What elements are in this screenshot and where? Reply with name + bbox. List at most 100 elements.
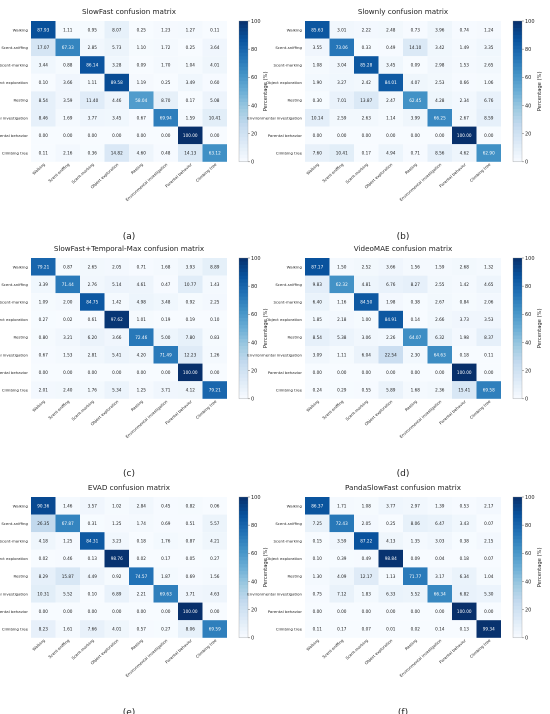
cell-value-label: 0.02 — [39, 556, 49, 561]
heatmap-cell — [427, 38, 452, 57]
heatmap-cell — [452, 532, 477, 550]
colorbar-segment — [239, 391, 248, 396]
cell-value-label: 4.94 — [386, 151, 396, 156]
heatmap-cell — [129, 126, 154, 145]
cell-value-label: 3.71 — [186, 591, 196, 596]
heatmap-cell — [55, 602, 80, 621]
colorbar-segment — [239, 31, 248, 36]
heatmap-cell — [178, 310, 203, 329]
heatmap-cell — [178, 532, 203, 550]
heatmap-cell — [354, 585, 379, 603]
cell-value-label: 89.58 — [111, 80, 123, 85]
heatmap-cell — [31, 567, 56, 585]
colorbar-segment — [239, 261, 248, 266]
heatmap-cell — [476, 310, 501, 329]
colorbar-tick-label: 100 — [251, 495, 261, 501]
colorbar-segment — [513, 87, 522, 92]
cell-value-label: 4.12 — [186, 388, 196, 393]
heatmap-cell — [202, 363, 227, 382]
column-tick-label: Climbing tree — [469, 398, 492, 420]
cell-value-label: 7.01 — [337, 98, 347, 103]
heatmap-cell — [55, 258, 80, 276]
heatmap-cell — [31, 514, 56, 533]
colorbar-segment — [513, 140, 522, 145]
colorbar-segment — [239, 623, 248, 628]
heatmap-cell — [378, 328, 403, 346]
heatmap-cell — [427, 346, 452, 364]
cell-value-label: 62.32 — [336, 282, 348, 287]
heatmap-cell — [129, 38, 154, 57]
cell-value-label: 0.36 — [88, 151, 98, 156]
heatmap-cell — [427, 21, 452, 39]
heatmap-cell — [178, 38, 203, 57]
colorbar-segment — [239, 289, 248, 294]
cell-value-label: 0.10 — [88, 591, 98, 596]
colorbar-tick-label: 80 — [251, 284, 257, 290]
row-tick-label: Environmental investigation — [0, 115, 29, 120]
colorbar-segment — [239, 151, 248, 156]
row-tick-label: Resting — [14, 574, 29, 579]
cell-value-label: 2.67 — [435, 300, 445, 305]
cell-value-label: 3.03 — [435, 539, 445, 544]
colorbar-tick-label: 20 — [251, 607, 257, 613]
cell-value-label: 1.26 — [210, 352, 220, 357]
cell-value-label: 1.02 — [112, 503, 122, 508]
colorbar-segment — [239, 370, 248, 375]
heatmap-cell — [476, 328, 501, 346]
heatmap-cell — [31, 585, 56, 603]
cell-value-label: 3.53 — [484, 317, 494, 322]
heatmap-cell — [403, 363, 428, 382]
colorbar-segment — [513, 310, 522, 315]
heatmap-cell — [178, 73, 203, 92]
heatmap-cell — [354, 620, 379, 638]
heatmap-cell — [354, 381, 379, 399]
heatmap-cell — [153, 328, 178, 346]
colorbar-label: Percentage (%) — [263, 308, 269, 348]
heatmap-cell — [476, 21, 501, 39]
cell-value-label: 3.73 — [460, 317, 470, 322]
heatmap-cell — [178, 126, 203, 145]
cell-value-label: 8.27 — [411, 282, 421, 287]
cell-value-label: 0.00 — [161, 609, 171, 614]
colorbar-segment — [513, 370, 522, 375]
colorbar-segment — [513, 31, 522, 36]
cell-value-label: 0.00 — [161, 370, 171, 375]
colorbar-segment — [513, 599, 522, 603]
cell-value-label: 0.00 — [161, 133, 171, 138]
cell-value-label: 0.00 — [112, 133, 122, 138]
cell-value-label: 1.25 — [63, 539, 73, 544]
cell-value-label: 2.65 — [484, 63, 494, 68]
colorbar-segment — [513, 627, 522, 632]
row-tick-label: Scent-marking — [0, 63, 29, 68]
row-tick-label: Environmental investigation — [0, 591, 29, 596]
heatmap-cell — [329, 126, 354, 145]
column-tick-label: Environmental investigation — [398, 398, 442, 439]
colorbar-segment — [239, 549, 248, 554]
cell-value-label: 0.00 — [39, 609, 49, 614]
colorbar-segment — [239, 101, 248, 106]
colorbar-segment — [239, 279, 248, 284]
cell-value-label: 0.00 — [411, 370, 421, 375]
colorbar-segment — [239, 24, 248, 29]
colorbar-segment — [513, 549, 522, 554]
heatmap-cell — [427, 363, 452, 382]
heatmap-cell — [153, 91, 178, 109]
colorbar-segment — [513, 342, 522, 347]
colorbar-segment — [239, 374, 248, 379]
cell-value-label: 1.19 — [137, 80, 147, 85]
cell-value-label: 1.43 — [210, 282, 220, 287]
heatmap-cell — [427, 602, 452, 621]
cell-value-label: 0.00 — [112, 609, 122, 614]
cell-value-label: 1.11 — [63, 27, 73, 32]
colorbar-segment — [513, 321, 522, 326]
cell-value-label: 1.25 — [137, 388, 147, 393]
cell-value-label: 0.06 — [210, 503, 220, 508]
colorbar-segment — [239, 87, 248, 92]
colorbar-segment — [239, 356, 248, 361]
heatmap-cell — [202, 21, 227, 39]
cell-value-label: 4.61 — [137, 282, 147, 287]
cell-value-label: 12.23 — [184, 352, 196, 357]
heatmap-cell — [305, 144, 330, 162]
cell-value-label: 0.00 — [112, 370, 122, 375]
colorbar-segment — [239, 45, 248, 50]
